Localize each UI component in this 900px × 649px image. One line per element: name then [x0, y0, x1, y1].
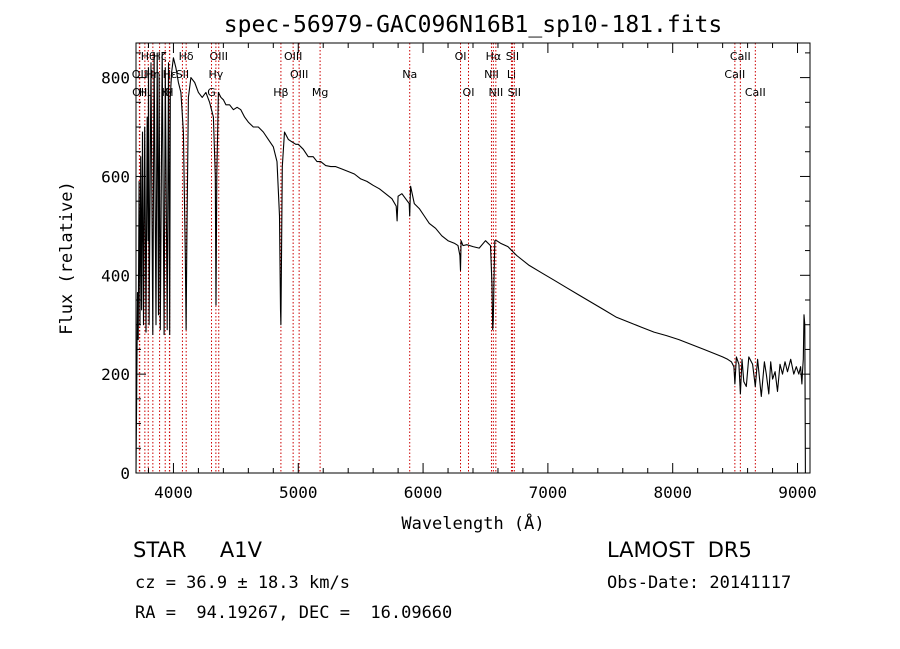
spectral-line-label: OI	[463, 86, 475, 99]
spectral-line-label: H	[165, 86, 173, 99]
spectral-line-label: Hβ	[273, 86, 288, 99]
survey-name: LAMOST DR5	[607, 538, 752, 562]
spectral-line-label: Hζ	[152, 50, 166, 63]
spectral-line-label: Hδ	[179, 50, 194, 63]
spectral-line-label: CaII	[724, 68, 745, 81]
x-axis-label: Wavelength (Å)	[401, 512, 544, 534]
spectral-line-label: Hι	[139, 86, 151, 99]
object-class: STAR A1V	[133, 538, 262, 562]
spectral-line-label: Hθ	[141, 50, 156, 63]
obs-date-text: Obs-Date: 20141117	[607, 573, 792, 593]
spectral-line-label: Hγ	[208, 68, 223, 81]
x-tick-label: 4000	[154, 483, 193, 502]
x-tick-label: 7000	[529, 483, 568, 502]
y-tick-label: 600	[101, 167, 130, 186]
spectral-line-label: SII	[508, 86, 521, 99]
x-tick-label: 5000	[279, 483, 318, 502]
spectral-line-label: OIII	[210, 50, 228, 63]
y-tick-label: 800	[101, 69, 130, 88]
y-tick-label: 400	[101, 266, 130, 285]
spectral-line-label: SII	[506, 50, 519, 63]
redshift-text: cz = 36.9 ± 18.3 km/s	[135, 573, 350, 593]
coordinates-text: RA = 94.19267, DEC = 16.09660	[135, 603, 453, 623]
spectral-line-label: OIII	[284, 50, 302, 63]
spectral-line-label: CaII	[730, 50, 751, 63]
y-tick-label: 200	[101, 365, 130, 384]
x-tick-label: 6000	[404, 483, 443, 502]
chart-title: spec-56979-GAC096N16B1_sp10-181.fits	[224, 12, 723, 38]
spectrum-line	[135, 52, 806, 474]
spectral-line-label: OIII	[290, 68, 308, 81]
spectral-line-label: CaII	[745, 86, 766, 99]
spectral-line-label: G	[207, 86, 216, 99]
x-tick-label: 8000	[653, 483, 692, 502]
spectral-line-label: NII	[488, 86, 503, 99]
spectral-lines: HθHζHδOIIIOIIIOIHαSIICaIIOIIHηHεSIIHγOII…	[132, 43, 766, 473]
spectral-line-label: Mg	[312, 86, 328, 99]
spectral-line-label: Na	[402, 68, 417, 81]
spectral-line-label: SII	[176, 68, 189, 81]
spectral-line-label: Hα	[486, 50, 502, 63]
spectral-line-label: Li	[507, 68, 516, 81]
spectral-line-label: OI	[455, 50, 467, 63]
spectral-line-label: Hη	[145, 68, 160, 81]
spectral-line-label: NII	[484, 68, 499, 81]
y-tick-label: 0	[120, 464, 130, 483]
axis-ticks: 4000 5000 6000 7000 8000 9000 0 200 400 600 800	[101, 43, 817, 502]
y-axis-label: Flux (relative)	[57, 181, 77, 335]
x-tick-label: 9000	[778, 483, 817, 502]
